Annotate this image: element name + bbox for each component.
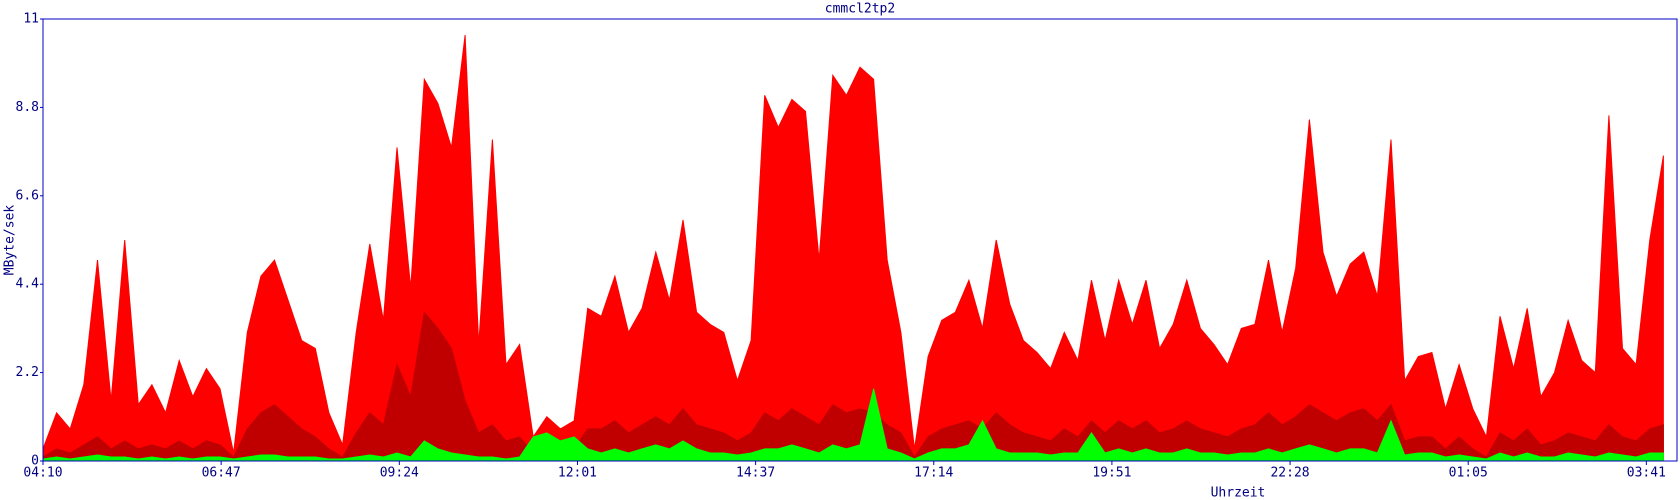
area-series <box>42 388 1664 462</box>
y-tick-label: 2.2 <box>16 365 39 380</box>
y-tick-label: 4.4 <box>16 277 40 292</box>
y-tick-label: 8.8 <box>16 100 39 115</box>
chart-title: cmmcl2tp2 <box>825 2 895 17</box>
x-tick-label: 09:24 <box>380 466 419 481</box>
y-tick-label: 0 <box>31 454 39 469</box>
x-tick-label: 14:37 <box>736 466 775 481</box>
area-series <box>42 35 1664 462</box>
area-series <box>42 311 1664 462</box>
y-axis-label: MByte/sek <box>3 205 18 276</box>
y-tick-label: 11 <box>23 12 39 27</box>
x-tick-label: 19:51 <box>1092 466 1131 481</box>
y-tick-label: 6.6 <box>16 188 39 203</box>
x-axis-label: Uhrzeit <box>1211 486 1266 500</box>
x-tick-label: 01:05 <box>1449 466 1488 481</box>
x-tick-label: 06:47 <box>202 466 241 481</box>
x-tick-label: 03:41 <box>1627 466 1666 481</box>
x-tick-label: 22:28 <box>1270 466 1309 481</box>
x-tick-label: 12:01 <box>558 466 597 481</box>
plot-area <box>42 35 1664 462</box>
x-tick-label: 04:10 <box>23 466 62 481</box>
plot-frame <box>42 18 1678 462</box>
x-tick-label: 17:14 <box>914 466 953 481</box>
